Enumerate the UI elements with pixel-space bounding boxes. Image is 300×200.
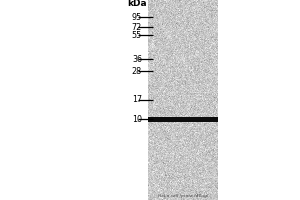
Text: 28: 28: [132, 66, 142, 75]
Text: 36: 36: [132, 54, 142, 64]
Text: 72: 72: [132, 22, 142, 31]
Text: 95: 95: [132, 12, 142, 21]
Text: 17: 17: [132, 96, 142, 104]
Text: 55: 55: [132, 30, 142, 40]
Text: kDa: kDa: [128, 0, 147, 7]
Text: HeLa cell lysate (40ug): HeLa cell lysate (40ug): [158, 194, 208, 198]
Text: 10: 10: [132, 114, 142, 123]
